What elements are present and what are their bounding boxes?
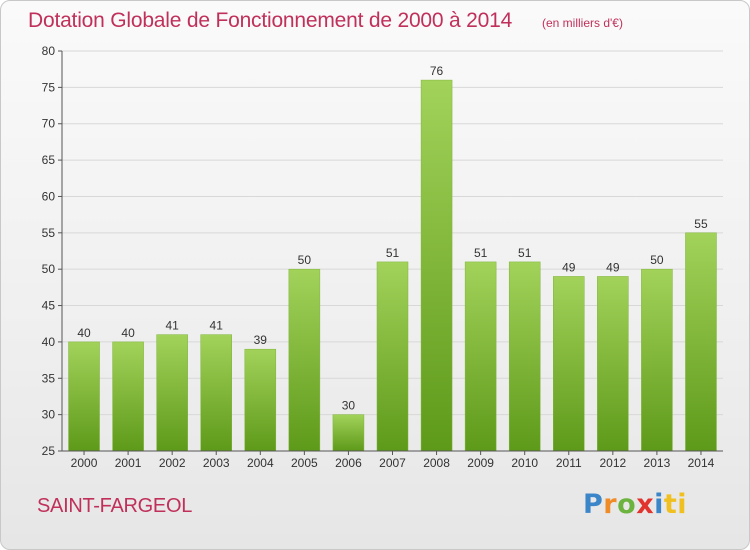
data-label: 41 (165, 319, 179, 333)
x-tick-label: 2007 (379, 456, 406, 470)
bar (156, 334, 188, 452)
y-tick-label: 70 (42, 117, 56, 131)
bar (464, 261, 497, 452)
logo-letter: P (583, 489, 604, 520)
data-label: 49 (562, 260, 576, 274)
data-label: 39 (254, 333, 268, 347)
data-label: 51 (386, 246, 400, 260)
bar (288, 268, 321, 452)
bar (420, 79, 453, 452)
logo-letter: o (617, 489, 637, 520)
y-tick-label: 60 (42, 189, 56, 203)
logo-letter: x (636, 489, 655, 520)
x-tick-label: 2001 (115, 456, 142, 470)
x-tick-label: 2013 (644, 456, 671, 470)
data-label: 51 (474, 246, 488, 260)
data-label: 40 (121, 326, 135, 340)
bar (641, 268, 673, 452)
x-tick-label: 2000 (71, 456, 98, 470)
x-tick-label: 2003 (203, 456, 230, 470)
data-label: 49 (606, 260, 620, 274)
y-tick-label: 75 (42, 80, 56, 94)
data-label: 55 (694, 217, 708, 231)
bar (332, 414, 365, 452)
x-tick-label: 2011 (556, 456, 582, 470)
data-label: 50 (298, 253, 312, 267)
x-tick-label: 2005 (291, 456, 318, 470)
x-tick-label: 2002 (159, 456, 186, 470)
y-tick-label: 50 (42, 262, 56, 276)
x-tick-label: 2012 (599, 456, 626, 470)
y-tick-label: 65 (42, 153, 56, 167)
data-label: 50 (650, 253, 664, 267)
proxiti-logo: Proxiti (583, 489, 687, 520)
y-tick-label: 45 (42, 299, 56, 313)
logo-letter: ti (663, 489, 688, 520)
data-label: 41 (210, 319, 224, 333)
x-tick-label: 2004 (247, 456, 274, 470)
bar (200, 334, 232, 452)
bar (244, 348, 277, 452)
labels: 25 30 35 40 45 50 55 60 65 70 75 80 40 2000 40 2001 41 20… (42, 44, 715, 470)
commune-name: SAINT-FARGEOL (37, 495, 193, 517)
logo-letter: i (654, 489, 664, 520)
x-tick-label: 2006 (335, 456, 362, 470)
bar (112, 341, 144, 452)
y-tick-label: 80 (42, 44, 56, 58)
chart-subtitle: (en milliers d'€) (542, 16, 623, 30)
x-tick-label: 2010 (511, 456, 538, 470)
y-tick-label: 55 (42, 226, 56, 240)
y-tick-label: 40 (42, 335, 56, 349)
bar (508, 261, 541, 452)
x-tick-label: 2008 (423, 456, 450, 470)
bar (685, 232, 717, 452)
x-tick-label: 2014 (688, 456, 715, 470)
data-label: 30 (342, 399, 356, 413)
y-tick-label: 25 (42, 444, 56, 458)
bar (597, 276, 629, 452)
logo-letter: r (603, 489, 618, 520)
bar (376, 261, 409, 452)
data-label: 40 (77, 326, 91, 340)
axes (58, 50, 723, 455)
y-tick-label: 30 (42, 408, 56, 422)
bars (68, 79, 717, 452)
y-tick-label: 35 (42, 371, 56, 385)
x-tick-label: 2009 (467, 456, 494, 470)
chart-title: Dotation Globale de Fonctionnement de 20… (28, 9, 513, 32)
bar (68, 341, 100, 452)
data-label: 76 (430, 64, 444, 78)
data-label: 51 (518, 246, 532, 260)
bar (553, 276, 585, 452)
